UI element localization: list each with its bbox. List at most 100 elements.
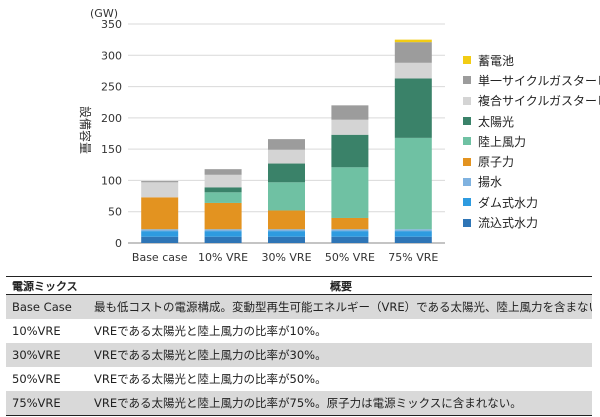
legend-swatch [463,137,471,146]
bar-segment [268,182,305,211]
y-tick-label: 300 [101,49,122,62]
legend-item: 原子力 [463,151,600,171]
legend-swatch [463,56,471,65]
legend-swatch [463,218,471,227]
x-tick-label: 30% VRE [261,251,311,264]
x-tick-label: Base case [132,251,188,264]
row-summary: 最も低コストの電源構成。変動型再生可能エネルギー（VRE）である太陽光、陸上風力… [94,300,592,314]
bar-segment [268,236,305,243]
mix-table: 電源ミックス 概要 Base Case 最も低コストの電源構成。変動型再生可能エ… [6,276,592,416]
y-tick-labels: 0 50 100 150 200 250 300 350 [101,18,122,250]
legend-item: 蓄電池 [463,50,600,70]
legend-label: 流込式水力 [478,216,539,231]
bar-segment [331,105,369,120]
bar-segment [331,167,369,218]
row-mix: 75%VRE [12,396,61,410]
legend-item: 陸上風力 [463,131,600,151]
bar-segment [268,149,305,164]
bar-segment [141,181,179,183]
bar-segment [268,231,305,237]
y-tick-label: 200 [101,112,122,125]
bar-segment [204,202,242,230]
bar-segment [331,231,369,237]
x-tick-label: 50% VRE [325,251,375,264]
row-mix: 50%VRE [12,372,61,386]
legend-item: 複合サイクルガスタービン [463,91,600,111]
row-summary: VREである太陽光と陸上風力の比率が10%。 [94,324,327,338]
bar-segment [204,169,242,175]
bar-segment [331,229,369,232]
bar-segment [394,39,432,43]
row-summary: VREである太陽光と陸上風力の比率が75%。原子力は電源ミックスに含まれない。 [94,396,522,410]
bar-segment [394,231,432,237]
bar-segment [204,192,242,203]
bar-segment [204,231,242,237]
legend-label: 単一サイクルガスタービン [478,73,600,88]
grid-lines [128,23,445,244]
legend-label: 陸上風力 [478,134,527,149]
legend-item: 太陽光 [463,111,600,131]
bar-segment [268,229,305,232]
table-header: 電源ミックス 概要 [6,276,592,295]
legend-swatch [463,198,471,207]
x-tick-labels: Base case 10% VRE 30% VRE 50% VRE 75% VRE [132,251,438,264]
bar-segment [331,217,369,230]
header-mix: 電源ミックス [12,279,78,293]
legend-swatch [463,157,471,166]
row-mix: 10%VRE [12,324,61,338]
y-tick-label: 100 [101,174,122,187]
y-tick-label: 350 [101,18,122,31]
bar-segment [268,139,305,150]
x-tick-label: 10% VRE [198,251,248,264]
table-row: 50%VRE VREである太陽光と陸上風力の比率が50%。 [6,367,592,391]
stacked-bar-chart: (GW) 設備容量 0 50 100 150 200 250 300 350 Base cas… [78,7,445,264]
bar-segment [141,229,179,232]
y-unit-label: (GW) [90,7,118,20]
bar-segment [268,210,305,230]
bar-segment [394,229,432,232]
legend-item: 流込式水力 [463,212,600,232]
bar-segment [204,229,242,232]
legend-label: 揚水 [478,175,503,190]
legend-swatch [463,76,471,85]
bar-segment [268,163,305,183]
legend-label: 太陽光 [478,114,515,129]
bar-segment [394,62,432,79]
row-mix: Base Case [12,300,72,314]
row-summary: VREである太陽光と陸上風力の比率が50%。 [94,372,327,386]
bar-segment [204,187,242,193]
y-tick-label: 50 [108,206,122,219]
header-summary: 概要 [330,279,352,293]
bar-segment [204,174,242,188]
legend-item: 単一サイクルガスタービン [463,70,600,90]
bar-segment [394,78,432,138]
bar-segment [331,119,369,135]
table-row: 30%VRE VREである太陽光と陸上風力の比率が30%。 [6,343,592,367]
legend-swatch [463,117,471,126]
legend-item: ダム式水力 [463,192,600,212]
table-row: Base Case 最も低コストの電源構成。変動型再生可能エネルギー（VRE）で… [6,295,592,319]
table-row: 75%VRE VREである太陽光と陸上風力の比率が75%。原子力は電源ミックスに… [6,391,592,416]
legend-label: 蓄電池 [478,53,515,68]
bar-segment [331,236,369,243]
bar-segment [141,231,179,237]
y-tick-label: 0 [115,237,122,250]
bar-segment [141,182,179,198]
y-tick-label: 150 [101,143,122,156]
bar-segment [141,236,179,243]
bar-segment [331,134,369,168]
legend-label: ダム式水力 [478,195,539,210]
table-row: 10%VRE VREである太陽光と陸上風力の比率が10%。 [6,319,592,343]
bars [141,39,432,243]
x-tick-label: 75% VRE [388,251,438,264]
bar-segment [141,197,179,230]
row-summary: VREである太陽光と陸上風力の比率が30%。 [94,348,327,362]
row-mix: 30%VRE [12,348,61,362]
bar-segment [204,236,242,243]
legend-swatch [463,96,471,105]
bar-segment [394,42,432,63]
legend-item: 揚水 [463,172,600,192]
y-tick-label: 250 [101,81,122,94]
y-axis-title: 設備容量 [78,106,93,154]
legend: 蓄電池単一サイクルガスタービン複合サイクルガスタービン太陽光陸上風力原子力揚水ダ… [463,50,600,233]
